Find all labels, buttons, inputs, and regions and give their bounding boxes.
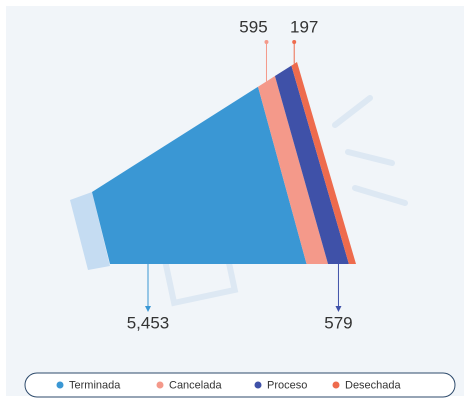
- legend-label: Terminada: [69, 379, 121, 391]
- value-label: 579: [324, 313, 352, 332]
- page: {"chart_data": {"type": "megaphone", "ca…: [0, 0, 470, 400]
- legend-label: Cancelada: [169, 379, 222, 391]
- leader-dot: [292, 40, 296, 44]
- legend-label: Desechada: [345, 379, 402, 391]
- legend-swatch: [333, 382, 340, 389]
- value-label: 5,453: [127, 313, 170, 332]
- legend-label: Proceso: [267, 379, 307, 391]
- value-label: 595: [239, 17, 267, 36]
- legend-swatch: [157, 382, 164, 389]
- value-label: 197: [290, 17, 318, 36]
- legend-swatch: [255, 382, 262, 389]
- chart: 5,453 595 579 197 Terminada Cancelada Proceso D…: [0, 0, 470, 400]
- leader-dot: [264, 40, 268, 44]
- legend-swatch: [57, 382, 64, 389]
